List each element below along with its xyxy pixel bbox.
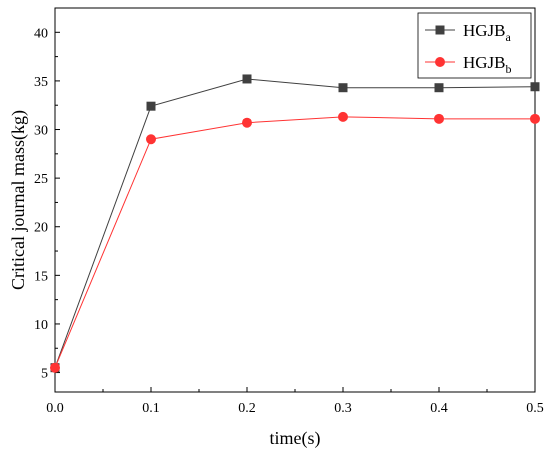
data-point-HGJBb [530, 113, 540, 124]
x-axis-title: time(s) [270, 428, 321, 449]
data-point-HGJBa [242, 74, 252, 84]
x-tick-label: 0.5 [526, 401, 544, 416]
y-tick-label: 5 [41, 367, 48, 382]
legend-label-base: HGJB [463, 21, 506, 40]
y-tick-label: 30 [34, 124, 48, 139]
y-tick-label: 20 [34, 221, 48, 236]
data-point-HGJBa [338, 83, 348, 93]
legend-label-HGJBa: HGJBa [463, 21, 512, 44]
legend-label-HGJBb: HGJBb [463, 53, 512, 76]
data-point-HGJBa [146, 101, 156, 111]
data-point-HGJBa [530, 82, 540, 92]
data-point-HGJBb [50, 362, 60, 373]
y-tick-label: 40 [34, 26, 48, 41]
y-tick-label: 15 [34, 269, 48, 284]
y-axis-title: Critical journal mass(kg) [8, 110, 29, 290]
x-tick-label: 0.1 [142, 401, 160, 416]
legend-marker-HGJBb [435, 57, 445, 67]
x-tick-label: 0.2 [238, 401, 256, 416]
legend-label-subscript: a [506, 30, 512, 44]
data-point-HGJBb [242, 117, 252, 128]
series-line-HGJBa [54, 78, 536, 368]
y-tick-label: 25 [34, 172, 48, 187]
legend-marker-HGJBa [435, 25, 445, 35]
axis-ticks: 0.0 0.1 0.2 0.3 0.4 0.5 5 10 15 20 25 30 35 40 [34, 26, 544, 416]
legend-label-subscript: b [506, 62, 512, 76]
x-tick-label: 0.0 [46, 401, 64, 416]
data-point-HGJBb [434, 113, 444, 124]
series-layer [50, 74, 540, 373]
x-tick-label: 0.3 [334, 401, 352, 416]
legend-box [417, 12, 532, 79]
x-tick-label: 0.4 [430, 401, 448, 416]
data-point-HGJBb [338, 111, 348, 122]
data-point-HGJBa [434, 83, 444, 93]
legend-label-base: HGJB [463, 53, 506, 72]
y-tick-label: 10 [34, 318, 48, 333]
series-line-HGJBb [54, 116, 535, 368]
y-tick-label: 35 [34, 75, 48, 90]
data-point-HGJBb [146, 134, 156, 145]
